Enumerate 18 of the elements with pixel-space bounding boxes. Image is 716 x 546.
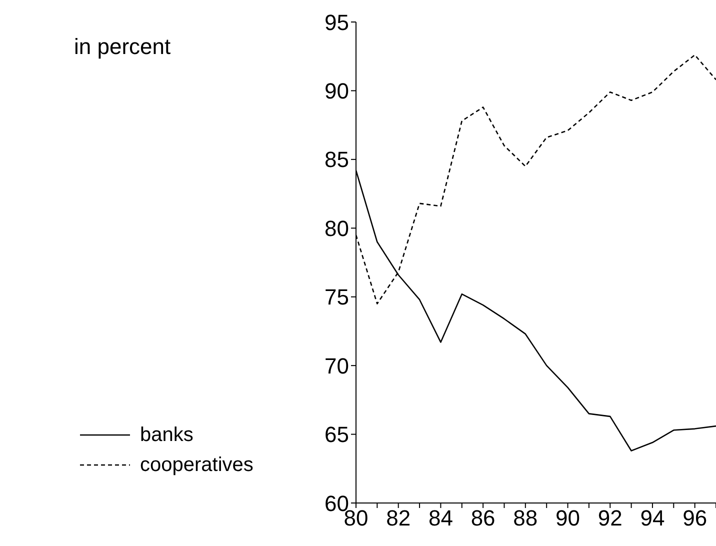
legend-label: banks	[140, 424, 194, 446]
y-tick-label: 85	[324, 147, 349, 172]
text: in percent	[74, 34, 171, 60]
legend-label: cooperatives	[140, 454, 254, 476]
y-tick-label: 65	[324, 422, 349, 448]
x-tick-label: 94	[640, 506, 665, 531]
x-tick-label: 90	[556, 506, 580, 531]
x-tick-label: 92	[598, 506, 622, 531]
x-tick-label: 86	[470, 506, 496, 531]
x-tick-label: 84	[428, 506, 453, 531]
y-tick-label: 90	[324, 78, 349, 104]
y-tick-label: 95	[324, 10, 349, 35]
y-tick-label: 75	[324, 284, 349, 310]
y-tick-label: 70	[324, 353, 349, 378]
y-tick-label: 80	[324, 216, 349, 241]
x-tick-label: 96	[682, 506, 708, 531]
x-tick-label: 82	[386, 506, 411, 531]
x-tick-label: 88	[513, 506, 538, 531]
